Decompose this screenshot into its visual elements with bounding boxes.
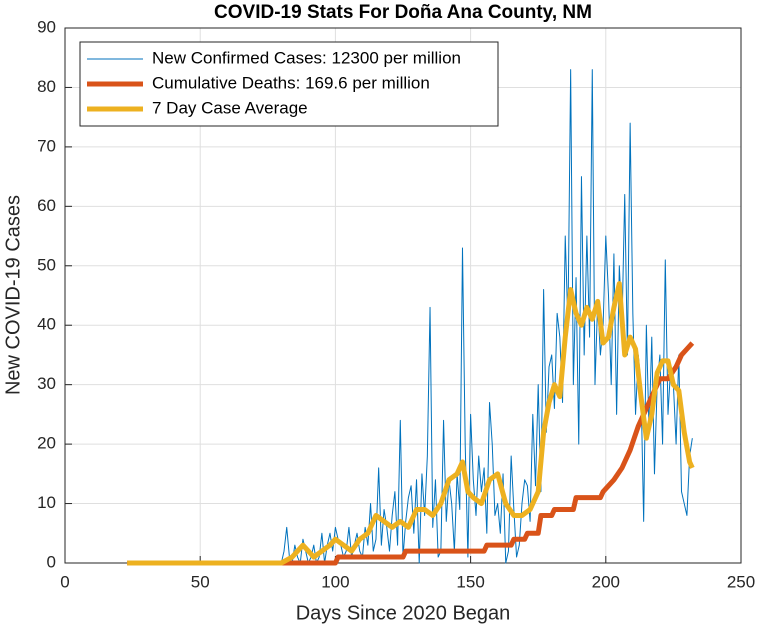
y-tick-label: 20 (37, 434, 56, 453)
y-tick-label: 50 (37, 255, 56, 274)
y-tick-label: 70 (37, 136, 56, 155)
y-axis-label: New COVID-19 Cases (2, 195, 24, 395)
x-tick-label: 50 (191, 572, 210, 591)
legend-box (79, 41, 499, 127)
y-tick-label: 90 (37, 17, 56, 36)
y-tick-label: 10 (37, 493, 56, 512)
y-tick-label: 0 (47, 552, 56, 571)
y-tick-label: 80 (37, 77, 56, 96)
y-tick-label: 30 (37, 374, 56, 393)
x-tick-label: 0 (60, 572, 69, 591)
data-line (127, 281, 695, 566)
legend-label: 7 Day Case Average (152, 98, 308, 117)
plot-frame (64, 27, 742, 564)
y-tick-label: 40 (37, 315, 56, 334)
x-axis-label: Days Since 2020 Began (296, 602, 511, 624)
chart-title: COVID-19 Stats For Doña Ana County, NM (214, 2, 592, 23)
x-tick-label: 100 (321, 572, 349, 591)
legend-label: Cumulative Deaths: 169.6 per million (152, 73, 430, 92)
x-tick-label: 200 (592, 572, 620, 591)
legend-label: New Confirmed Cases: 12300 per million (152, 48, 461, 67)
y-tick-label: 60 (37, 196, 56, 215)
x-tick-label: 150 (456, 572, 484, 591)
x-tick-label: 250 (727, 572, 755, 591)
data-line (127, 69, 693, 564)
data-line (127, 341, 695, 566)
